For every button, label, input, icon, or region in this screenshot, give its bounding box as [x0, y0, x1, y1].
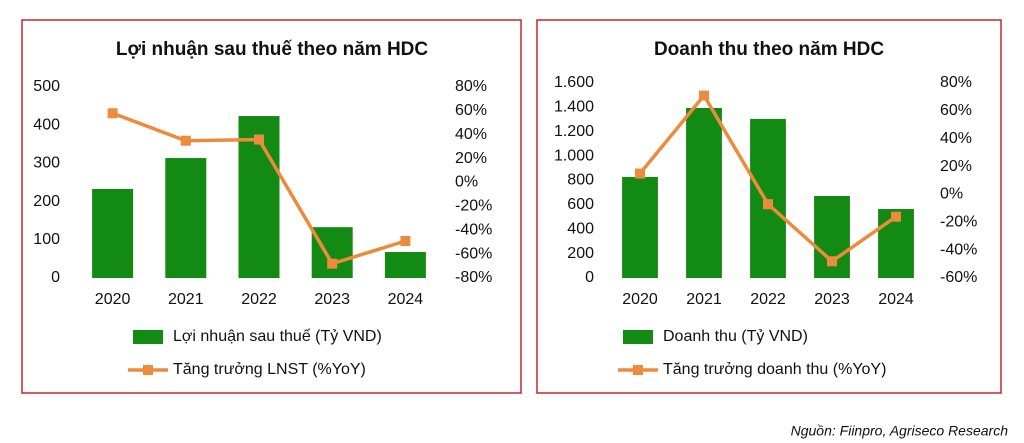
line-marker — [763, 199, 773, 210]
x-tick-label: 2023 — [314, 291, 350, 308]
y-tick-label: 500 — [33, 78, 60, 95]
y-tick-label: 400 — [567, 220, 594, 237]
y2-tick-label: 60% — [940, 102, 972, 119]
line-marker — [891, 211, 901, 222]
line-marker — [699, 90, 709, 101]
y2-tick-label: -20% — [940, 214, 977, 231]
bar — [165, 158, 207, 278]
y-tick-label: 1.400 — [554, 99, 594, 116]
y2-tick-label: -60% — [455, 245, 492, 262]
line-marker — [400, 235, 411, 246]
line-marker — [107, 108, 118, 119]
y2-tick-label: -60% — [940, 269, 977, 286]
line-marker — [180, 135, 191, 146]
bar — [311, 227, 353, 278]
y-tick-label: 200 — [567, 245, 594, 262]
y-tick-label: 1.600 — [554, 74, 594, 91]
legend-swatch — [133, 330, 163, 344]
bar — [750, 118, 786, 278]
legend-marker — [143, 365, 153, 375]
y-tick-label: 1.200 — [554, 123, 594, 140]
legend-label: Lợi nhuận sau thuế (Tỷ VND) — [173, 328, 382, 345]
y-tick-label: 400 — [33, 116, 60, 133]
y2-tick-label: -40% — [455, 221, 492, 238]
bar — [686, 107, 722, 278]
x-tick-label: 2022 — [241, 291, 277, 308]
y-tick-label: 0 — [585, 269, 594, 286]
y2-tick-label: 0% — [455, 174, 478, 191]
x-tick-label: 2020 — [95, 291, 131, 308]
legend-swatch — [623, 330, 653, 344]
line-marker — [827, 256, 837, 267]
x-tick-label: 2021 — [168, 291, 204, 308]
chart-title: Doanh thu theo năm HDC — [654, 39, 884, 60]
line-marker — [254, 134, 264, 145]
legend-label: Doanh thu (Tỷ VND) — [663, 328, 808, 345]
bar — [384, 252, 426, 278]
y2-tick-label: 60% — [455, 102, 487, 119]
y2-tick-label: -80% — [455, 269, 492, 286]
y-tick-label: 100 — [33, 231, 60, 248]
legend-label: Tăng trưởng LNST (%YoY) — [173, 361, 366, 378]
legend-marker — [633, 365, 643, 375]
bar — [92, 188, 134, 278]
chart-title: Lợi nhuận sau thuế theo năm HDC — [116, 39, 429, 60]
x-tick-label: 2024 — [878, 291, 914, 308]
y2-tick-label: 20% — [940, 158, 972, 175]
x-tick-label: 2020 — [622, 291, 658, 308]
y-tick-label: 300 — [33, 155, 60, 172]
x-tick-label: 2024 — [388, 291, 424, 308]
y2-tick-label: -20% — [455, 198, 492, 215]
y-tick-label: 200 — [33, 193, 60, 210]
source-note: Nguồn: Fiinpro, Agriseco Research — [791, 423, 1009, 439]
bar — [622, 176, 658, 278]
line-marker — [327, 258, 338, 269]
x-tick-label: 2021 — [686, 291, 722, 308]
y2-tick-label: 80% — [455, 78, 487, 95]
y-tick-label: 600 — [567, 196, 594, 213]
y2-tick-label: 80% — [940, 74, 972, 91]
y-tick-label: 800 — [567, 172, 594, 189]
x-tick-label: 2023 — [814, 291, 850, 308]
legend-label: Tăng trưởng doanh thu (%YoY) — [663, 361, 886, 378]
y2-tick-label: 20% — [455, 150, 487, 167]
x-tick-label: 2022 — [750, 291, 786, 308]
y2-tick-label: 40% — [455, 126, 487, 143]
line-marker — [635, 168, 645, 179]
y2-tick-label: 40% — [940, 130, 972, 147]
y-tick-label: 0 — [51, 269, 60, 286]
y-tick-label: 1.000 — [554, 147, 594, 164]
y2-tick-label: -40% — [940, 241, 977, 258]
y2-tick-label: 0% — [940, 186, 963, 203]
